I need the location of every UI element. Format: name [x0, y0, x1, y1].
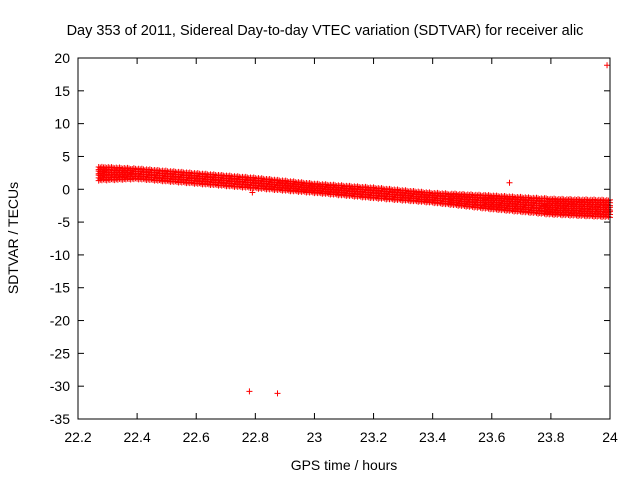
plot-frame	[77, 57, 611, 420]
x-tick-label: 23	[307, 429, 323, 445]
x-tick-label: 22.6	[183, 429, 210, 445]
y-tick-label: 10	[54, 116, 70, 132]
y-tick-label: -35	[50, 411, 70, 427]
x-tick-label: 23.8	[537, 429, 564, 445]
y-axis-label: SDTVAR / TECUs	[5, 182, 21, 294]
y-tick-label: -10	[50, 247, 70, 263]
y-tick-label: 0	[62, 181, 70, 197]
data-points	[95, 62, 613, 397]
x-tick-label: 22.4	[123, 429, 150, 445]
chart-title: Day 353 of 2011, Sidereal Day-to-day VTE…	[67, 23, 584, 39]
x-tick-label: 23.6	[478, 429, 505, 445]
x-tick-label: 23.2	[360, 429, 387, 445]
y-axis: 20 15 10 5 0 -5 -10 -15 -20 -25 -30 -35	[50, 50, 610, 427]
outlier-point	[246, 388, 253, 395]
outlier-point	[604, 62, 611, 69]
x-axis-label: GPS time / hours	[291, 457, 398, 473]
x-tick-label: 23.4	[419, 429, 446, 445]
y-tick-label: 5	[62, 148, 70, 164]
x-tick-label: 24	[602, 429, 618, 445]
x-tick-label: 22.2	[64, 429, 91, 445]
x-tick-label: 22.8	[242, 429, 269, 445]
y-tick-label: -25	[50, 345, 70, 361]
y-tick-label: -20	[50, 313, 70, 329]
y-tick-label: -5	[58, 214, 71, 230]
outlier-point	[506, 179, 513, 186]
y-tick-label: -30	[50, 378, 70, 394]
y-tick-label: 20	[54, 50, 70, 66]
outlier-point	[274, 390, 281, 397]
outlier-point	[249, 189, 256, 196]
y-tick-label: 15	[54, 83, 70, 99]
x-axis: 22.2 22.4 22.6 22.8 23 23.2 23.4 23.6 23.8 24	[64, 58, 618, 445]
y-tick-label: -15	[50, 280, 70, 296]
